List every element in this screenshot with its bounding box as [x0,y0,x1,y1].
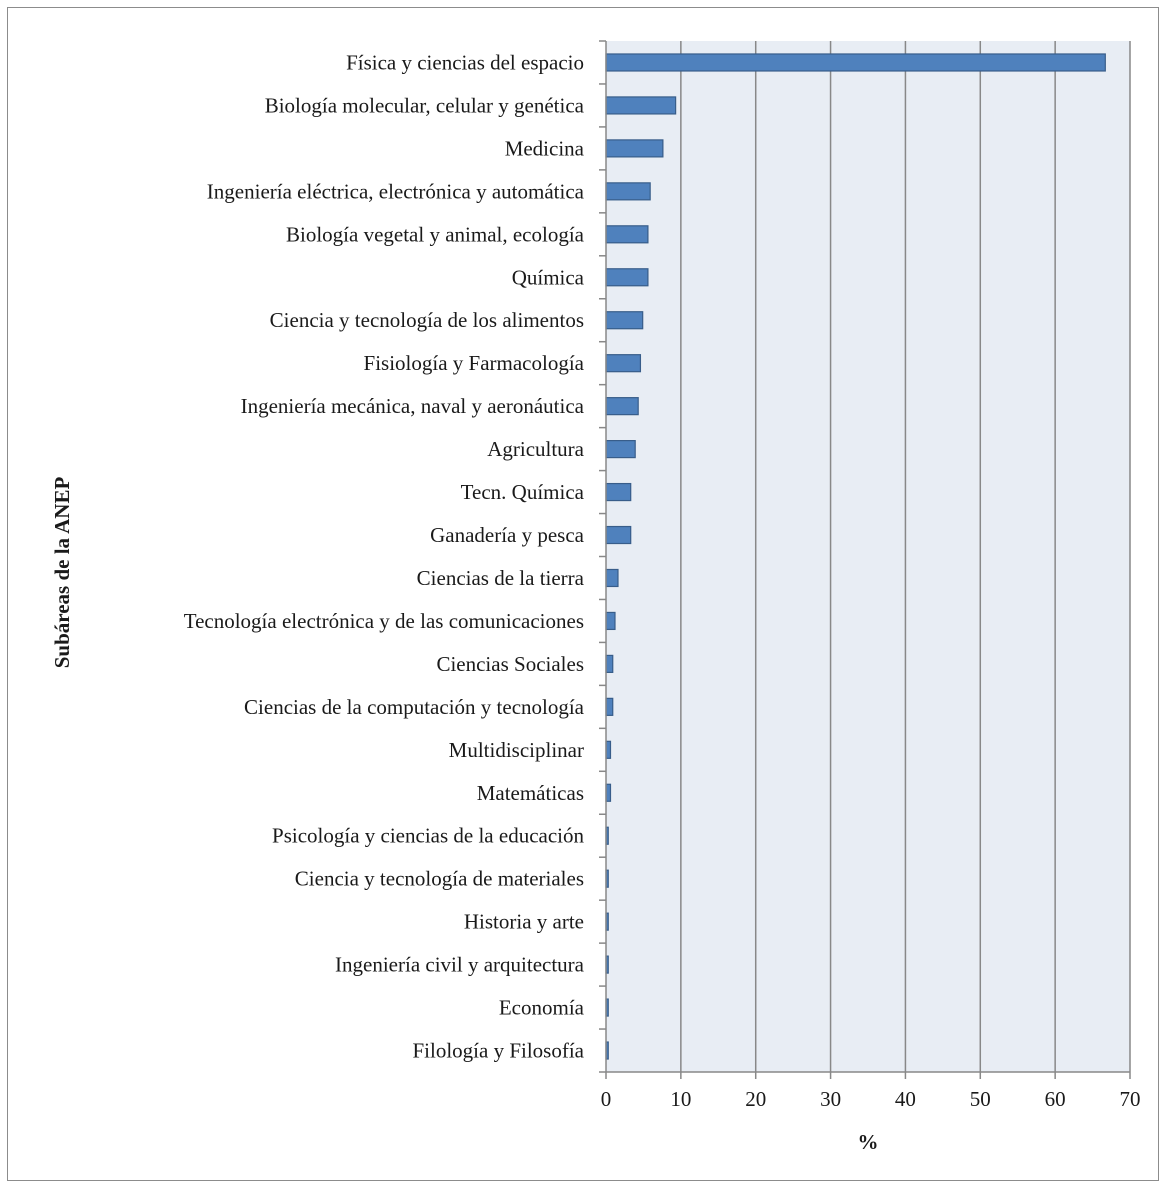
category-label: Biología vegetal y animal, ecología [286,222,585,246]
x-tick-label: 40 [895,1087,916,1111]
x-tick-label: 10 [670,1087,691,1111]
category-label: Agricultura [487,437,584,461]
category-label: Filología y Filosofía [412,1039,584,1063]
bar [605,139,664,158]
x-tick-label: 0 [601,1087,612,1111]
category-label: Ciencias de la computación y tecnología [244,695,585,719]
x-tick-label: 70 [1120,1087,1141,1111]
bar [605,525,632,545]
x-axis-title: % [858,1130,879,1154]
bar [605,397,639,416]
category-label: Física y ciencias del espacio [346,50,584,74]
category-label: Biología molecular, celular y genética [265,93,585,117]
axes [599,40,1131,1079]
x-tick-label: 30 [820,1087,841,1111]
x-tick-label: 60 [1045,1087,1066,1111]
bar [605,482,632,502]
bar [605,654,614,673]
category-label: Matemáticas [477,781,584,805]
category-label: Economía [499,996,585,1020]
bar [605,611,616,631]
bar [605,225,649,244]
x-tick-label: 20 [745,1087,766,1111]
category-label: Ingeniería eléctrica, electrónica y auto… [207,179,585,203]
category-label: Fisiología y Farmacología [364,351,585,375]
x-tick-label: 50 [970,1087,991,1111]
tick-labels: 0 10 20 30 40 50 60 70 [601,1087,1141,1111]
category-label: Tecn. Química [461,480,585,504]
bar-chart: Física y ciencias del espacio Biología mo… [50,40,1141,1154]
category-label: Multidisciplinar [449,738,584,762]
category-label: Ingeniería mecánica, naval y aeronáutica [241,394,585,418]
bar [605,440,636,459]
category-label: Química [512,265,585,289]
category-label: Ciencia y tecnología de los alimentos [270,308,584,332]
chart-frame: Física y ciencias del espacio Biología mo… [7,7,1159,1181]
bar [605,697,614,716]
bar [605,96,677,115]
bar [605,53,1106,72]
bar [605,311,644,330]
category-label: Ciencia y tecnología de materiales [295,867,584,891]
category-labels: Física y ciencias del espacio Biología mo… [184,50,585,1062]
bar [605,268,649,287]
category-label: Psicología y ciencias de la educación [272,824,584,848]
gridlines [680,41,1131,1072]
plot-area [606,41,1130,1072]
bar [605,354,642,373]
category-label: Ciencias de la tierra [417,566,585,590]
bar [605,182,651,201]
category-label: Ciencias Sociales [436,652,584,676]
category-label: Tecnología electrónica y de las comunica… [184,609,584,633]
y-axis-title: Subáreas de la ANEP [50,477,74,669]
bars [605,53,1106,1060]
category-label: Ganadería y pesca [430,523,585,547]
category-label: Historia y arte [464,910,584,934]
category-label: Medicina [505,136,585,160]
bar [605,568,619,588]
category-label: Ingeniería civil y arquitectura [335,953,585,977]
